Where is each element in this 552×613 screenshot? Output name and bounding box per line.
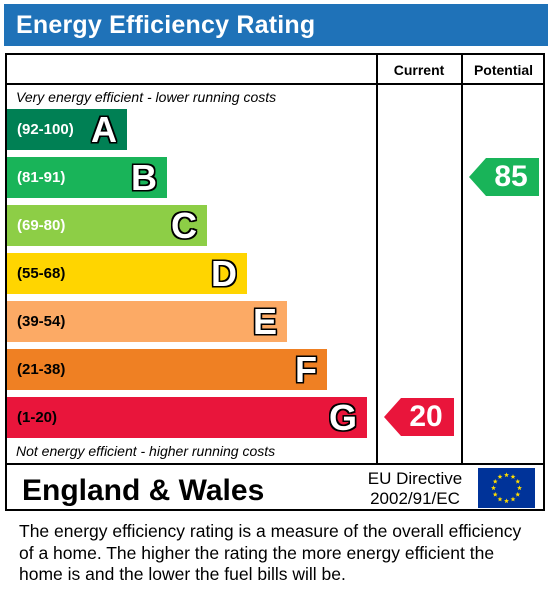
band-f: (21-38) F [7, 349, 327, 390]
rating-chart: Current Potential Very energy efficient … [5, 53, 545, 511]
band-e: (39-54) E [7, 301, 287, 342]
band-range-a: (92-100) [17, 121, 74, 138]
header-divider [376, 83, 545, 85]
band-letter-g: G [328, 397, 357, 438]
current-arrow-shape [384, 398, 454, 436]
eu-star [504, 472, 509, 478]
band-letter-e: E [252, 301, 277, 342]
eu-star [504, 498, 509, 504]
eu-star [515, 491, 521, 497]
band-letter-f: F [295, 349, 317, 390]
eu-star [497, 496, 503, 502]
region-label: England & Wales [22, 474, 265, 507]
eu-star [491, 485, 496, 491]
column-divider-current [376, 55, 378, 465]
footer-divider [7, 463, 545, 465]
bottom-note: Not energy efficient - higher running co… [16, 443, 276, 459]
band-letter-b: B [131, 157, 157, 198]
band-range-d: (55-68) [17, 265, 66, 282]
band-range-c: (69-80) [17, 217, 66, 234]
band-range-b: (81-91) [17, 169, 66, 186]
band-letter-a: A [91, 109, 117, 150]
potential-rating-value: 85 [494, 160, 528, 193]
potential-column-header: Potential [473, 62, 534, 78]
eu-star [497, 474, 503, 479]
band-range-f: (21-38) [17, 361, 66, 378]
band-range-e: (39-54) [17, 313, 66, 330]
potential-rating-arrow: 85 [469, 158, 539, 196]
band-g: (1-20) G [7, 397, 367, 438]
top-note: Very energy efficient - lower running co… [16, 89, 277, 105]
eu-star [510, 496, 516, 502]
title-bar: Energy Efficiency Rating [4, 4, 548, 46]
eu-directive: EU Directive 2002/91/EC [359, 469, 471, 509]
chart-title: Energy Efficiency Rating [16, 11, 316, 39]
header-divider-left [7, 83, 376, 85]
current-rating-value: 20 [409, 400, 443, 433]
potential-arrow-shape [469, 158, 539, 196]
band-c: (69-80) C [7, 205, 207, 246]
current-column-header: Current [393, 62, 445, 78]
eu-star [510, 474, 516, 479]
band-a: (92-100) A [7, 109, 127, 150]
directive-line-1: EU Directive [367, 469, 463, 488]
current-rating-arrow: 20 [384, 398, 454, 436]
eu-star [515, 478, 521, 484]
directive-line-2: 2002/91/EC [370, 489, 460, 508]
band-letter-c: C [171, 205, 197, 246]
column-divider-potential [461, 55, 463, 465]
description-text: The energy efficiency rating is a measur… [19, 521, 522, 584]
eu-flag-icon [478, 468, 535, 508]
band-range-g: (1-20) [17, 409, 58, 426]
band-b: (81-91) B [7, 157, 167, 198]
eu-star [492, 491, 498, 497]
eu-star [492, 478, 498, 484]
band-d: (55-68) D [7, 253, 247, 294]
band-letter-d: D [211, 253, 237, 294]
eu-star [517, 485, 522, 491]
